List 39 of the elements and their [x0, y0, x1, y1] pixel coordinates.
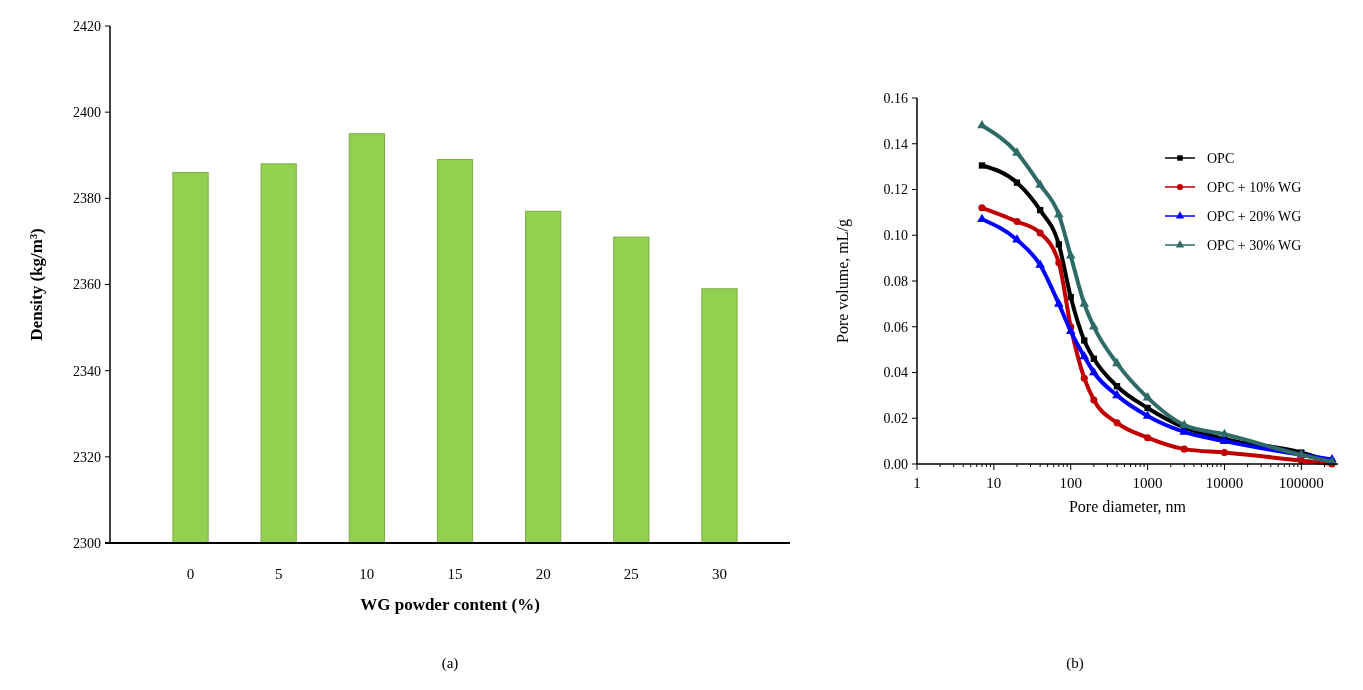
x-axis-title: WG powder content (%) — [360, 595, 540, 614]
y-axis-title: Pore volume, mL/g — [834, 219, 852, 343]
x-axis-title: Pore diameter, nm — [1068, 498, 1187, 515]
y-axis-title: Density (kg/m³) — [27, 228, 46, 341]
y-tick-label: 2400 — [73, 105, 101, 121]
y-tick-label: 0.00 — [883, 456, 908, 472]
y-tick-label: 2380 — [73, 191, 101, 207]
x-tick-label: 100 — [1059, 475, 1082, 491]
y-tick-label: 2420 — [73, 18, 101, 34]
x-tick-label: 25 — [623, 566, 639, 582]
y-tick-label: 2340 — [73, 363, 101, 379]
legend-label: OPC + 20% WG — [1207, 208, 1302, 224]
y-tick-label: 2360 — [73, 277, 101, 293]
x-tick-label: 5 — [274, 566, 283, 582]
x-tick-label: 1000 — [1132, 475, 1163, 491]
y-tick-label: 0.10 — [883, 228, 908, 244]
y-tick-label: 0.14 — [883, 136, 908, 152]
legend-label: OPC + 10% WG — [1207, 179, 1302, 195]
x-tick-label: 15 — [447, 566, 463, 582]
legend-label: OPC — [1207, 150, 1235, 166]
y-tick-label: 0.02 — [883, 411, 908, 427]
y-tick-label: 0.08 — [883, 273, 908, 289]
y-tick-label: 2320 — [73, 449, 101, 465]
text: (b) — [1066, 655, 1084, 672]
legend-label: OPC + 30% WG — [1207, 237, 1302, 253]
y-tick-label: 0.12 — [883, 182, 908, 198]
y-tick-label: 0.16 — [883, 90, 908, 106]
x-tick-label: 100000 — [1278, 475, 1324, 491]
x-tick-label: 10 — [359, 566, 375, 582]
text: (a) — [441, 655, 459, 672]
x-tick-label: 20 — [535, 566, 551, 582]
y-tick-label: 2300 — [73, 535, 101, 551]
x-tick-label: 10 — [986, 475, 1002, 491]
x-tick-label: 30 — [711, 566, 727, 582]
y-tick-label: 0.04 — [883, 365, 908, 381]
y-tick-label: 0.06 — [883, 319, 908, 335]
x-tick-label: 0 — [186, 566, 195, 582]
x-tick-label: 10000 — [1205, 475, 1244, 491]
x-tick-label: 1 — [913, 475, 921, 491]
